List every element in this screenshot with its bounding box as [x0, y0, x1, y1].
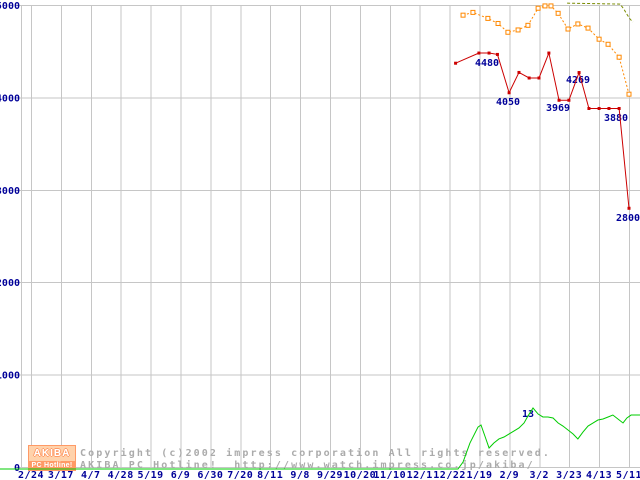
x-tick-label: 12/1 [407, 470, 433, 480]
x-tick-label: 1/19 [466, 470, 492, 480]
y-tick-label: 4000 [0, 93, 20, 104]
point-value-label: 3969 [546, 103, 570, 114]
red-series-marker [547, 51, 551, 55]
red-series-marker [527, 76, 531, 80]
x-tick-label: 2/9 [500, 470, 520, 480]
x-tick-label: 5/19 [138, 470, 164, 480]
y-tick-label: 5000 [0, 1, 20, 12]
point-value-label: 4480 [475, 58, 499, 69]
orange-series-marker [555, 10, 561, 16]
orange-series-marker [485, 15, 491, 21]
orange-series-marker [565, 26, 571, 32]
orange-series-marker [525, 22, 531, 28]
orange-series-marker [515, 27, 521, 33]
point-value-label: 4050 [496, 97, 520, 108]
red-series-marker [487, 51, 491, 55]
point-value-label: 4269 [566, 75, 590, 86]
red-series-marker [477, 51, 481, 55]
logo-title: AKIBA [33, 448, 71, 459]
red-series-marker [587, 106, 591, 110]
red-series-marker [627, 206, 631, 210]
red-series-marker [607, 106, 611, 110]
orange-series-marker [616, 54, 622, 60]
x-tick-label: 3/17 [48, 470, 74, 480]
orange-series-marker [460, 12, 466, 18]
copyright-line-1: Copyright (c)2002 impress corporation Al… [80, 448, 551, 459]
olive-series-line [567, 2, 634, 23]
x-tick-label: 11/10 [373, 470, 406, 480]
x-tick-label: 3/2 [530, 470, 550, 480]
x-tick-label: 10/20 [344, 470, 377, 480]
logo-subtitle: PC Hotline! [29, 461, 75, 470]
y-tick-label: 2000 [0, 278, 20, 289]
red-series-marker [454, 61, 458, 65]
orange-series-marker [548, 3, 554, 9]
red-series-marker [537, 76, 541, 80]
red-series-marker [517, 70, 521, 74]
red-series-marker [557, 98, 561, 102]
x-tick-label: 7/20 [227, 470, 253, 480]
red-series-marker [597, 106, 601, 110]
point-value-label: 3880 [604, 113, 628, 124]
x-tick-label: 9/29 [317, 470, 343, 480]
point-value-label: 2800 [616, 213, 640, 224]
x-tick-label: 5/11 [616, 470, 640, 480]
green-series-line [0, 407, 640, 470]
orange-series-marker [535, 5, 541, 11]
orange-series-marker [596, 36, 602, 42]
red-series-marker [507, 91, 511, 95]
x-tick-label: 6/30 [197, 470, 223, 480]
red-series-marker [495, 52, 499, 56]
orange-series-marker [495, 20, 501, 26]
x-tick-label: 6/9 [171, 470, 191, 480]
copyright-line-2: AKIBA PC Hotline! http://www.watch.impre… [80, 460, 535, 471]
y-tick-label: 1000 [0, 371, 20, 382]
orange-series-marker [505, 29, 511, 35]
x-tick-label: 4/7 [81, 470, 101, 480]
x-tick-label: 4/13 [586, 470, 612, 480]
orange-series-marker [626, 91, 632, 97]
orange-series-marker [585, 25, 591, 31]
red-series-line [455, 51, 630, 209]
x-tick-label: 4/28 [108, 470, 134, 480]
red-series-marker [617, 106, 621, 110]
point-value-label: 13 [522, 409, 534, 420]
akiba-pc-hotline-watermark-logo: AKIBA PC Hotline! [28, 445, 76, 471]
orange-series-marker [542, 3, 548, 9]
x-tick-label: 2/24 [18, 470, 44, 480]
red-series-marker [567, 98, 571, 102]
orange-series-marker [470, 9, 476, 15]
y-tick-label: 3000 [0, 186, 20, 197]
x-tick-label: 3/23 [556, 470, 582, 480]
orange-series-marker [575, 21, 581, 27]
x-tick-label: 8/11 [257, 470, 283, 480]
orange-series-marker [605, 41, 611, 47]
x-tick-label: 12/22 [433, 470, 466, 480]
red-series-marker [577, 71, 581, 75]
x-tick-label: 9/8 [290, 470, 310, 480]
